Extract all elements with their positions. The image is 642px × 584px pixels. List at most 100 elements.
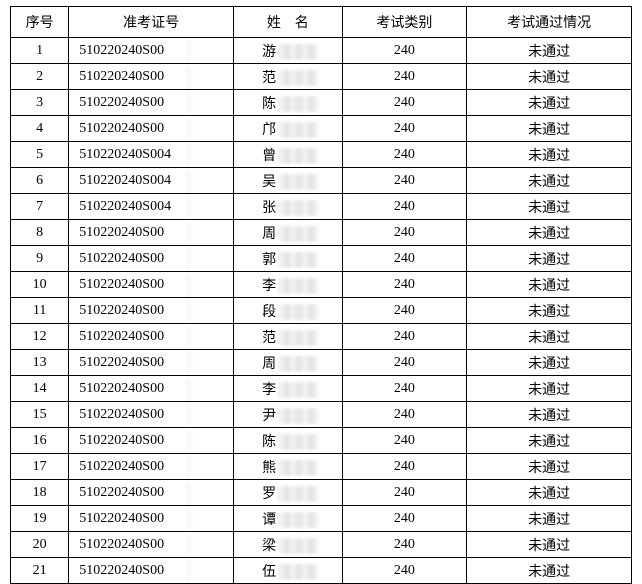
cell-name-surname: 李 (262, 383, 276, 398)
cell-id: 510220240S00 (69, 558, 234, 584)
cell-seq: 1 (11, 38, 69, 64)
cell-name: 吴 (234, 168, 343, 194)
cell-seq: 4 (11, 116, 69, 142)
name-censored-icon (278, 356, 318, 372)
cell-result: 未通过 (467, 38, 632, 64)
cell-name-surname: 伍 (262, 565, 276, 580)
cell-result: 未通过 (467, 194, 632, 220)
cell-name: 张 (234, 194, 343, 220)
name-censored-icon (278, 122, 318, 138)
cell-name: 陈 (234, 90, 343, 116)
cell-name-surname: 段 (262, 305, 276, 320)
cell-id: 510220240S00 (69, 454, 234, 480)
name-censored-icon (278, 460, 318, 476)
cell-name: 谭 (234, 506, 343, 532)
cell-type: 240 (342, 246, 467, 272)
cell-name-surname: 谭 (262, 513, 276, 528)
cell-seq: 17 (11, 454, 69, 480)
cell-seq: 3 (11, 90, 69, 116)
cell-name: 周 (234, 220, 343, 246)
cell-result: 未通过 (467, 298, 632, 324)
cell-name-surname: 熊 (262, 461, 276, 476)
name-censored-icon (278, 70, 318, 86)
cell-seq: 6 (11, 168, 69, 194)
table-row: 13510220240S00周240未通过 (11, 350, 632, 376)
col-header-type: 考试类别 (342, 7, 467, 38)
cell-name-surname: 周 (262, 227, 276, 242)
cell-id: 510220240S00 (69, 506, 234, 532)
cell-type: 240 (342, 64, 467, 90)
cell-name-surname: 罗 (262, 487, 276, 502)
cell-type: 240 (342, 38, 467, 64)
table-row: 14510220240S00李240未通过 (11, 376, 632, 402)
cell-name: 李 (234, 272, 343, 298)
cell-name-surname: 梁 (262, 539, 276, 554)
cell-seq: 10 (11, 272, 69, 298)
cell-type: 240 (342, 194, 467, 220)
name-censored-icon (278, 512, 318, 528)
cell-seq: 13 (11, 350, 69, 376)
cell-seq: 5 (11, 142, 69, 168)
cell-name: 邝 (234, 116, 343, 142)
cell-result: 未通过 (467, 90, 632, 116)
cell-seq: 16 (11, 428, 69, 454)
cell-name: 曾 (234, 142, 343, 168)
cell-name-surname: 范 (262, 71, 276, 86)
col-header-id: 准考证号 (69, 7, 234, 38)
cell-result: 未通过 (467, 64, 632, 90)
table-row: 4510220240S00邝240未通过 (11, 116, 632, 142)
cell-result: 未通过 (467, 506, 632, 532)
name-censored-icon (278, 96, 318, 112)
cell-seq: 18 (11, 480, 69, 506)
cell-seq: 2 (11, 64, 69, 90)
name-censored-icon (278, 330, 318, 346)
table-row: 9510220240S00郭240未通过 (11, 246, 632, 272)
cell-name-surname: 邝 (262, 123, 276, 138)
cell-result: 未通过 (467, 428, 632, 454)
cell-name-surname: 郭 (262, 253, 276, 268)
cell-type: 240 (342, 90, 467, 116)
name-censored-icon (278, 44, 318, 60)
cell-result: 未通过 (467, 558, 632, 584)
cell-id: 510220240S00 (69, 272, 234, 298)
cell-result: 未通过 (467, 246, 632, 272)
cell-seq: 12 (11, 324, 69, 350)
cell-result: 未通过 (467, 480, 632, 506)
table-body: 1510220240S00游240未通过2510220240S00范240未通过… (11, 38, 632, 584)
cell-name-surname: 张 (262, 201, 276, 216)
cell-id: 510220240S004 (69, 168, 234, 194)
name-censored-icon (278, 486, 318, 502)
table-header-row: 序号 准考证号 姓名 考试类别 考试通过情况 (11, 7, 632, 38)
cell-result: 未通过 (467, 402, 632, 428)
name-censored-icon (278, 278, 318, 294)
table-row: 11510220240S00段240未通过 (11, 298, 632, 324)
cell-id: 510220240S00 (69, 38, 234, 64)
cell-seq: 11 (11, 298, 69, 324)
cell-id: 510220240S00 (69, 64, 234, 90)
cell-seq: 15 (11, 402, 69, 428)
cell-type: 240 (342, 168, 467, 194)
table-row: 19510220240S00谭240未通过 (11, 506, 632, 532)
cell-name-surname: 李 (262, 279, 276, 294)
cell-result: 未通过 (467, 116, 632, 142)
table-row: 21510220240S00伍240未通过 (11, 558, 632, 584)
cell-seq: 8 (11, 220, 69, 246)
cell-id: 510220240S00 (69, 428, 234, 454)
table-row: 5510220240S004曾240未通过 (11, 142, 632, 168)
cell-id: 510220240S004 (69, 142, 234, 168)
cell-type: 240 (342, 272, 467, 298)
cell-type: 240 (342, 324, 467, 350)
cell-id: 510220240S00 (69, 90, 234, 116)
table-row: 3510220240S00 陈 240未通过 (11, 90, 632, 116)
cell-type: 240 (342, 558, 467, 584)
cell-type: 240 (342, 298, 467, 324)
name-censored-icon (278, 538, 318, 554)
cell-result: 未通过 (467, 350, 632, 376)
name-censored-icon (278, 382, 318, 398)
cell-id: 510220240S00 (69, 480, 234, 506)
table-row: 17510220240S00熊240未通过 (11, 454, 632, 480)
cell-result: 未通过 (467, 454, 632, 480)
cell-type: 240 (342, 532, 467, 558)
exam-results-table: 序号 准考证号 姓名 考试类别 考试通过情况 1510220240S00游240… (10, 6, 632, 584)
cell-name-surname: 陈 (262, 97, 276, 112)
